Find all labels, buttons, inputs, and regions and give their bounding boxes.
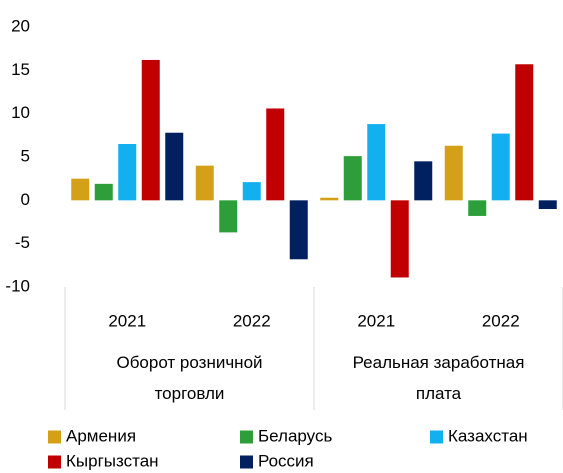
legend-label: Беларусь	[258, 426, 332, 445]
bar	[118, 144, 137, 201]
group-label: Реальная заработная плата	[352, 353, 525, 403]
bar	[219, 200, 238, 233]
x-tick-label: 2022	[482, 311, 520, 330]
bar	[266, 108, 285, 201]
bar	[515, 64, 534, 201]
legend-swatch	[240, 430, 253, 444]
bar	[71, 178, 90, 201]
bar	[94, 183, 113, 201]
x-tick-label: 2021	[357, 311, 395, 330]
bar	[367, 124, 386, 201]
legend-swatch	[48, 430, 61, 444]
y-tick-label: -5	[15, 233, 30, 252]
y-tick-label: 15	[11, 60, 30, 79]
y-tick-label: 10	[11, 103, 30, 122]
bar	[390, 200, 409, 278]
bar	[165, 132, 184, 201]
legend-label: Россия	[258, 451, 314, 470]
bar	[320, 197, 339, 201]
x-tick-label: 2021	[108, 311, 146, 330]
bar	[242, 182, 261, 201]
legend-label: Казахстан	[448, 426, 528, 445]
bar	[538, 200, 557, 209]
bar	[468, 200, 487, 216]
x-tick-label: 2022	[233, 311, 271, 330]
y-tick-label: -10	[5, 276, 30, 295]
bar	[195, 165, 214, 201]
legend-swatch	[48, 455, 61, 469]
y-tick-label: 5	[21, 146, 30, 165]
bar	[491, 133, 510, 201]
legend-label: Армения	[66, 426, 136, 445]
legend-swatch	[430, 430, 443, 444]
y-tick-label: 20	[11, 16, 30, 35]
bar	[414, 161, 433, 201]
bar	[343, 156, 362, 201]
bar	[141, 59, 160, 201]
legend-label: Кыргызстан	[66, 451, 159, 470]
legend-swatch	[240, 455, 253, 469]
bar	[444, 145, 463, 201]
bar	[289, 200, 308, 260]
y-tick-label: 0	[21, 190, 30, 209]
group-label: Оборот розничной торговли	[116, 353, 263, 403]
